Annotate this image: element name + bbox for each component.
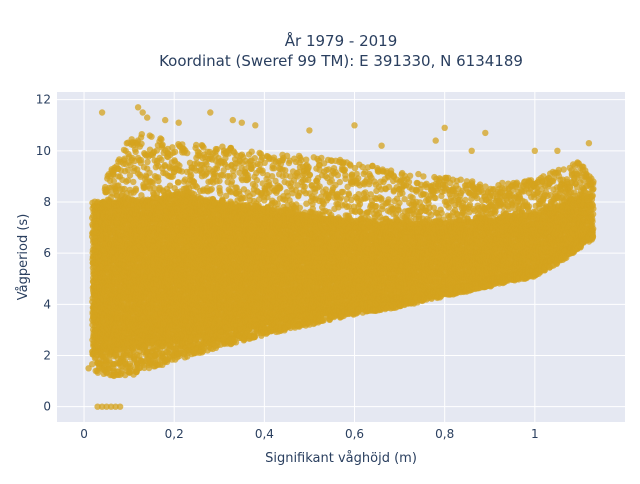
data-point	[158, 157, 164, 163]
data-point	[216, 185, 222, 191]
data-point	[209, 186, 215, 192]
data-point	[216, 178, 222, 184]
data-point	[193, 142, 199, 148]
data-point	[155, 174, 161, 180]
data-point	[133, 187, 139, 193]
data-point	[245, 175, 251, 181]
data-point	[138, 141, 144, 147]
data-point	[144, 159, 150, 165]
data-point	[184, 150, 190, 156]
data-point	[172, 149, 178, 155]
data-point	[139, 131, 145, 137]
data-point	[159, 142, 165, 148]
data-point	[242, 166, 248, 172]
data-point	[137, 172, 143, 178]
data-point	[175, 179, 181, 185]
data-point	[158, 136, 164, 142]
data-point	[176, 162, 182, 168]
data-point	[138, 157, 144, 163]
data-point	[133, 149, 139, 155]
data-point	[130, 179, 136, 185]
data-point	[148, 134, 154, 140]
data-point	[146, 170, 152, 176]
data-point	[230, 173, 236, 179]
data-point	[217, 190, 223, 196]
